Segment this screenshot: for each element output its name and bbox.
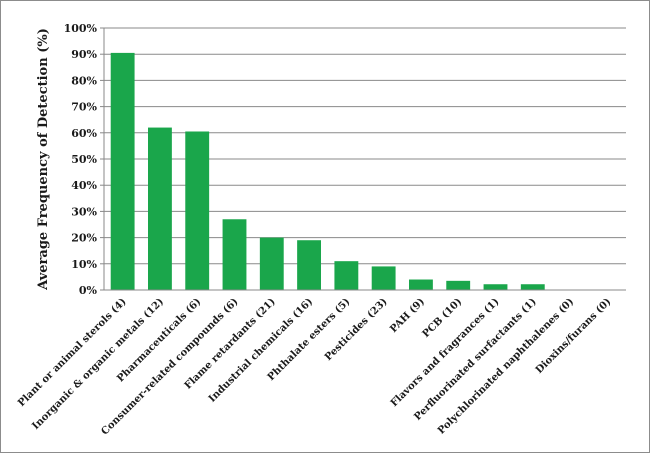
x-category-label: Polychlorinated naphthalenes (0) [436,296,576,436]
gridlines [104,27,626,265]
bar [259,237,284,290]
y-tick-label: 90% [71,48,97,61]
y-tick-label: 80% [71,74,97,87]
y-tick-label: 10% [71,258,97,271]
bar [409,279,433,290]
y-tick-label: 30% [71,205,97,218]
bar [483,284,508,290]
bar [297,240,321,290]
y-tick-label: 70% [71,101,97,114]
x-category-label: Consumer-related compounds (6) [99,296,240,437]
y-tick-label: 60% [71,127,97,140]
y-tick-label: 40% [71,179,97,192]
bar [371,266,396,290]
x-category-label: Pesticides (23) [323,296,390,363]
y-tick-label: 0% [79,284,98,297]
y-tick-label: 50% [71,153,97,166]
bar [222,219,247,290]
bar [334,261,359,290]
y-tick-label: 20% [71,232,97,245]
bar [110,52,135,290]
bar [520,284,545,290]
y-axis-label: Average Frequency of Detection (%) [36,28,51,291]
y-tick-label: 100% [64,22,98,35]
x-axis-category-labels: Plant or animal sterols (4)Inorganic & o… [16,296,613,437]
y-axis-ticks: 0% 10% 20% 30% 40% 50% 60% 70% 80% 90% 100% [64,22,104,297]
bar [148,127,172,290]
bar [446,280,471,290]
x-category-label: PAH (9) [388,296,427,335]
bars [110,52,545,290]
bar [185,131,210,290]
x-category-label: Dioxins/furans (0) [534,296,614,376]
x-category-label: Inorganic & organic metals (12) [30,296,166,432]
